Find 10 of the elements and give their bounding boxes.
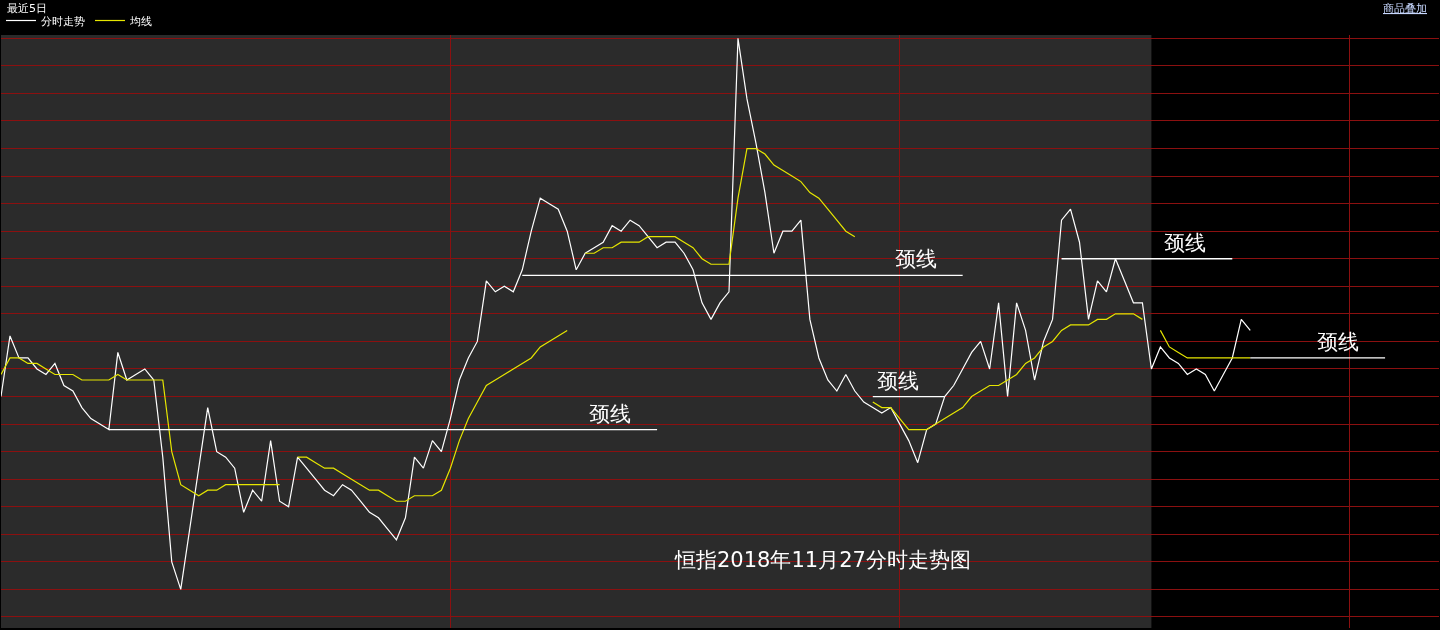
- annotation: 恒指2018年11月27分时走势图: [674, 548, 971, 572]
- series-label: 颈线: [895, 247, 937, 271]
- text: 最近5日: [7, 2, 47, 15]
- series-label: 颈线: [1164, 231, 1206, 255]
- legend-label: 均线: [129, 14, 152, 28]
- legend-label: 分时走势: [41, 14, 85, 28]
- text: 商品叠加: [1383, 2, 1427, 15]
- series-label: 颈线: [1317, 330, 1359, 354]
- series-label: 颈线: [877, 369, 919, 393]
- series-label: 颈线: [589, 402, 631, 426]
